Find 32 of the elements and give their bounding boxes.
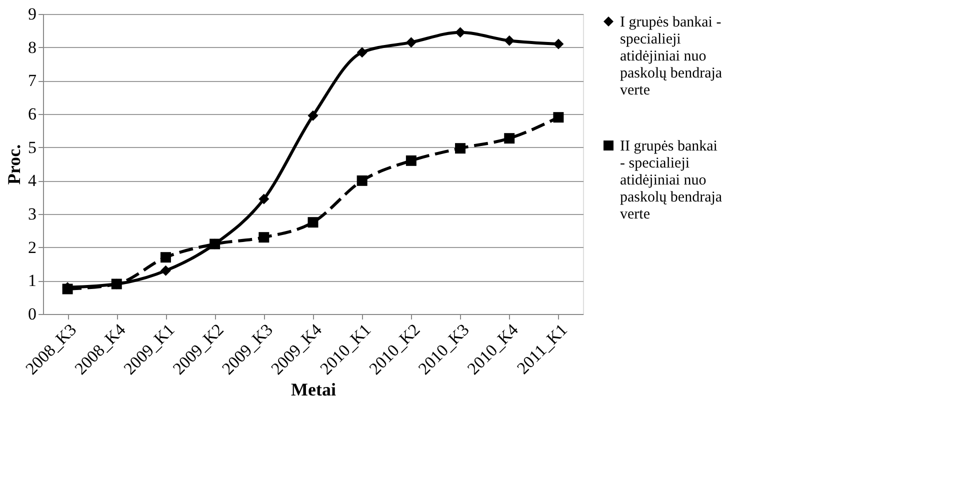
point [406, 37, 416, 48]
point [455, 143, 466, 154]
point [553, 112, 564, 123]
point [308, 110, 318, 121]
y-tick-label: 3 [28, 204, 36, 224]
point [406, 155, 416, 166]
point [553, 38, 564, 50]
point [504, 133, 515, 144]
point [210, 238, 220, 250]
y-tick-label: 8 [28, 38, 36, 57]
point [356, 47, 368, 58]
y-tick-label: 5 [28, 138, 36, 157]
y-tick-label: 7 [28, 71, 37, 90]
point [258, 194, 270, 204]
y-tick-label: 2 [28, 238, 36, 257]
point [308, 217, 318, 228]
legend-label: I grupės bankai - specialieji atidėjiniai nuo paskolų bendraja verte [620, 14, 722, 98]
y-tick-label: 6 [28, 104, 36, 124]
point [160, 252, 171, 263]
point [111, 278, 122, 290]
x-axis-title: Metai [291, 380, 336, 400]
point [504, 35, 515, 46]
y-tick-label: 1 [28, 271, 36, 290]
y-axis-title: Proc. [4, 144, 24, 185]
y-tick-label: 4 [28, 171, 37, 190]
y-tick-label: 0 [28, 304, 36, 324]
point [455, 27, 466, 38]
point [160, 265, 171, 276]
legend-label: II grupės bankai - specialieji atidėjiniai nuo paskolų bendraja verte [620, 138, 722, 222]
point [258, 232, 270, 243]
y-tick-label: 9 [28, 4, 36, 24]
point [356, 175, 368, 186]
